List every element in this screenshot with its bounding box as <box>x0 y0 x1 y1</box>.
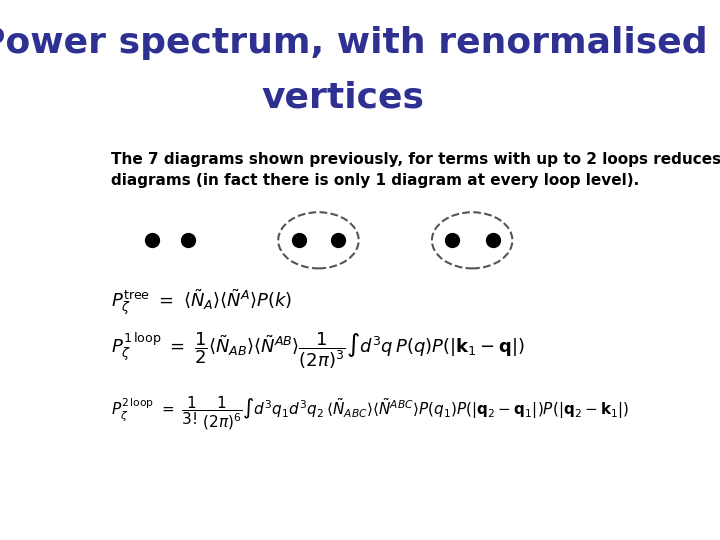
Text: The 7 diagrams shown previously, for terms with up to 2 loops reduces to 3
diagr: The 7 diagrams shown previously, for ter… <box>111 152 720 188</box>
Text: $P_{\zeta}^{1\,{\rm loop}}\ =\ \dfrac{1}{2}\langle\tilde{N}_{AB}\rangle\langle\t: $P_{\zeta}^{1\,{\rm loop}}\ =\ \dfrac{1}… <box>111 330 525 372</box>
Text: Power spectrum, with renormalised: Power spectrum, with renormalised <box>0 26 708 60</box>
Text: $P_{\zeta}^{2\,{\rm loop}}\ =\ \dfrac{1}{3!}\dfrac{1}{(2\pi)^6}\int d^3q_1 d^3q_: $P_{\zeta}^{2\,{\rm loop}}\ =\ \dfrac{1}… <box>111 394 630 432</box>
Text: vertices: vertices <box>261 80 425 114</box>
Text: $P_{\zeta}^{\rm tree}\ =\ \langle\tilde{N}_A\rangle\langle\tilde{N}^A\rangle P(k: $P_{\zeta}^{\rm tree}\ =\ \langle\tilde{… <box>111 288 292 317</box>
